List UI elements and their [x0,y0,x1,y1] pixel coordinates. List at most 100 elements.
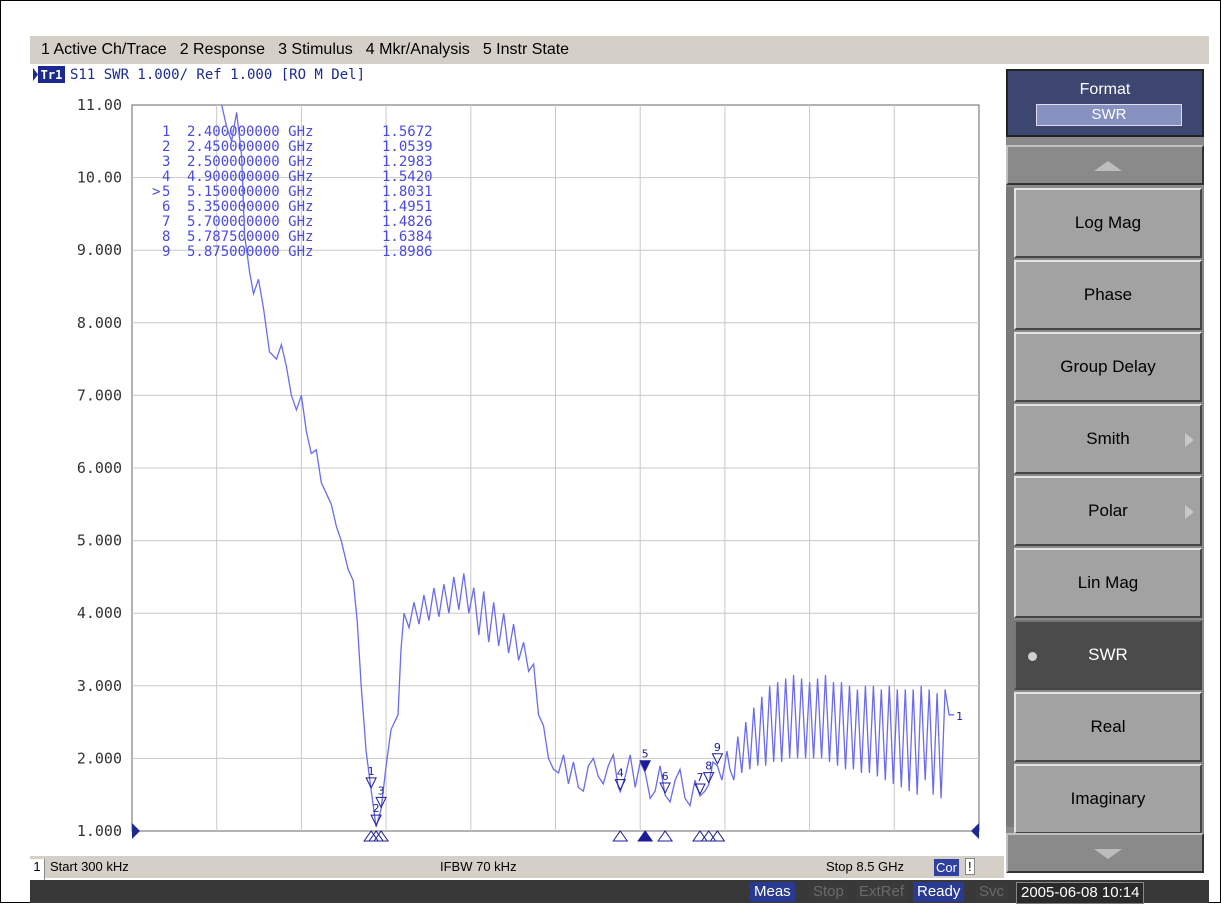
softkey-label: Imaginary [1070,789,1146,808]
marker-value: 1.2983 [382,154,433,170]
marker-point-icon [639,760,651,772]
softkey-label: Polar [1088,501,1128,520]
marker-point-icon [375,796,387,809]
marker-frequency: 2.400000000 GHz [187,124,313,140]
softkey-label: Phase [1083,285,1133,304]
softkey-imaginary[interactable]: Imaginary [1014,764,1202,834]
date-time: 2005-06-08 10:14 [1016,882,1145,904]
y-tick-label: 6.000 [77,459,122,477]
softkey-phase[interactable]: Phase [1014,260,1202,330]
menu-mkr-analysis[interactable]: 4 Mkr/Analysis [365,41,470,58]
marker-stimulus-icon [709,830,726,842]
marker-frequency: 5.700000000 GHz [187,214,313,230]
menu-active-ch-trace[interactable]: 1 Active Ch/Trace [41,41,167,58]
marker-value: 1.6384 [382,229,433,245]
submenu-arrow-icon [1185,433,1194,447]
marker-point-label: 9 [714,741,721,754]
channel-number: 1 [30,859,45,881]
softkey-panel: Format SWR Log Mag Phase Group Delay Smith P… [1006,69,1204,873]
ifbw-value[interactable]: IFBW 70 kHz [440,859,517,874]
softkey-smith[interactable]: Smith [1014,404,1202,474]
softkey-polar[interactable]: Polar [1014,476,1202,546]
softkey-scroll-down-button[interactable] [1006,833,1204,873]
marker-stimulus-icon [373,830,390,842]
softkey-label: Group Delay [1060,357,1156,376]
menu-instr-state[interactable]: 5 Instr State [482,41,570,58]
marker-number: 1 [162,124,170,140]
measurement-screen[interactable]: 11.00 10.00 9.000 8.000 7.000 6.000 5.000 4.000… [30,64,1004,856]
trace-badge-background [38,66,65,83]
reference-marker-right-icon [971,823,979,839]
marker-frequency: 5.787500000 GHz [187,229,313,245]
channel-status-bar: 1 Start 300 kHz IFBW 70 kHz Stop 8.5 GHz… [30,856,1004,881]
marker-point-label: 5 [642,748,649,761]
submenu-arrow-icon [1185,505,1194,519]
softkey-lin-mag[interactable]: Lin Mag [1014,548,1202,618]
softkey-label: Real [1090,717,1126,736]
softkey-real[interactable]: Real [1014,692,1202,762]
marker-point-label: 8 [705,760,712,773]
marker-value: 1.4826 [382,214,433,230]
softkey-log-mag[interactable]: Log Mag [1014,188,1202,258]
marker-number: 8 [162,229,170,245]
trace-pointer-icon [33,68,38,81]
marker-frequency: 5.875000000 GHz [187,244,313,260]
format-menu-title: Format SWR [1006,69,1204,137]
menu-response[interactable]: 2 Response [179,41,266,58]
format-title-label: Format [1079,81,1131,98]
trace-line [221,104,955,828]
softkey-label: SWR [1088,645,1128,664]
softkey-label: Log Mag [1074,213,1142,232]
marker-frequency: 5.350000000 GHz [187,199,313,215]
marker-stimulus-icon [637,830,654,842]
y-tick-label: 9.000 [77,241,122,259]
swr-chart[interactable]: 11.00 10.00 9.000 8.000 7.000 6.000 5.000 4.000… [30,64,1004,856]
trace-badge: Tr1 [41,68,63,82]
menu-stimulus[interactable]: 3 Stimulus [278,41,353,58]
status-meas: Meas [750,882,795,902]
y-tick-label: 11.00 [77,96,122,114]
y-tick-label: 4.000 [77,604,122,622]
marker-value: 1.0539 [382,139,433,155]
trace-end-label: 1 [956,710,963,723]
marker-value: 1.8031 [382,184,433,200]
marker-point-label: 7 [696,771,703,784]
selected-dot-icon [1028,652,1037,661]
softkey-scroll-up-button[interactable] [1006,145,1204,185]
marker-frequency: 2.500000000 GHz [187,154,313,170]
status-extref: ExtRef [855,882,909,902]
softkey-group-delay[interactable]: Group Delay [1014,332,1202,402]
softkey-label: Smith [1086,429,1130,448]
marker-point-icon [614,779,627,791]
y-tick-label: 3.000 [77,677,122,695]
softkey-swr[interactable]: SWR [1014,620,1202,690]
softkey-scrollbar[interactable] [1006,187,1014,827]
menu-bar: 1 Active Ch/Trace 2 Response 3 Stimulus … [30,36,1209,64]
marker-number: 3 [162,154,170,170]
marker-stimulus-icon [612,830,629,842]
marker-point-icon [370,814,382,827]
marker-stimulus-icon [368,830,385,842]
format-current-value: SWR [1036,104,1182,126]
marker-number: 4 [162,169,170,185]
marker-number: 9 [162,244,170,260]
y-tick-label: 10.00 [77,169,122,187]
trace-header-text: S11 SWR 1.000/ Ref 1.000 [RO M Del] [70,67,365,83]
marker-point-label: 4 [617,767,624,780]
marker-number: 7 [162,214,170,230]
marker-frequency: 2.450000000 GHz [187,139,313,155]
softkey-label: Lin Mag [1077,573,1139,592]
marker-point-icon [711,753,724,765]
marker-frequency: 4.900000000 GHz [187,169,313,185]
marker-value: 1.5672 [382,124,433,140]
y-tick-label: 1.000 [77,822,122,840]
marker-stimulus-icon [700,830,717,842]
marker-number: 6 [162,199,170,215]
start-frequency[interactable]: Start 300 kHz [50,859,129,874]
status-stop: Stop [809,882,848,902]
marker-stimulus-icon [363,830,380,842]
stop-frequency[interactable]: Stop 8.5 GHz [826,859,905,874]
marker-stimulus-icon [657,830,674,842]
marker-point-icon [659,782,671,795]
correction-badge: Cor [934,859,959,876]
